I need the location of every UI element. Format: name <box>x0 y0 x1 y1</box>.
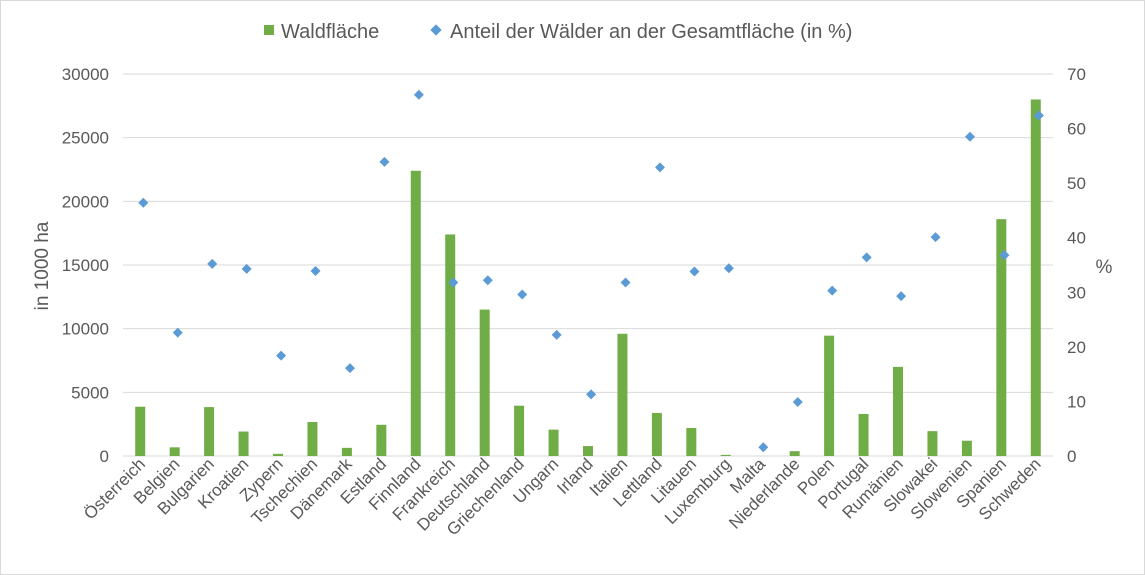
data-point <box>723 263 734 274</box>
y2-tick-label: 30 <box>1067 283 1086 302</box>
y2-tick-label: 0 <box>1067 447 1076 466</box>
legend-point-swatch <box>430 24 442 36</box>
data-point <box>827 285 838 296</box>
left-axis-ticks: 0 5000 10000 15000 20000 25000 30000 <box>62 65 109 466</box>
data-point <box>999 250 1010 261</box>
bar <box>617 333 628 456</box>
bar <box>789 451 800 456</box>
y2-tick-label: 70 <box>1067 65 1086 84</box>
bar <box>824 335 835 456</box>
y-tick-label: 30000 <box>62 65 109 84</box>
y2-tick-label: 50 <box>1067 174 1086 193</box>
data-point <box>551 329 562 340</box>
gridlines <box>123 73 1053 457</box>
data-point <box>276 350 287 361</box>
bar <box>479 309 490 456</box>
data-point <box>207 258 218 269</box>
data-point <box>620 277 631 288</box>
bar <box>204 407 215 456</box>
legend-point-label: Anteil der Wälder an der Gesamtfläche (i… <box>450 21 852 43</box>
bar <box>410 170 421 457</box>
category-labels: ÖsterreichBelgienBulgarienKroatienZypern… <box>80 454 1044 539</box>
data-point <box>517 289 528 300</box>
data-point <box>1033 110 1044 121</box>
bar <box>376 424 387 456</box>
point-series <box>138 89 1044 453</box>
bar <box>135 406 146 456</box>
legend-bar-swatch <box>264 25 274 35</box>
bar <box>169 447 180 456</box>
data-point <box>654 162 665 173</box>
bar <box>996 219 1007 456</box>
y-tick-label: 20000 <box>62 192 109 211</box>
y-tick-label: 15000 <box>62 256 109 275</box>
bar <box>273 453 283 456</box>
y-tick-label: 10000 <box>62 320 109 339</box>
bar <box>583 446 593 456</box>
data-point <box>138 197 149 208</box>
bar <box>720 454 731 456</box>
data-point <box>930 232 941 243</box>
data-point <box>344 363 355 374</box>
y2-tick-label: 10 <box>1067 392 1086 411</box>
data-point <box>964 131 975 142</box>
data-point <box>172 327 183 338</box>
data-point <box>861 252 872 263</box>
bar <box>238 431 249 456</box>
bar <box>307 422 318 456</box>
data-point <box>310 266 321 277</box>
bar-series <box>135 99 1041 457</box>
y2-tick-label: 20 <box>1067 338 1086 357</box>
bar <box>651 412 662 456</box>
data-point <box>482 275 493 286</box>
y2-tick-label: 40 <box>1067 229 1086 248</box>
data-point <box>758 442 769 453</box>
legend-bar-label: Waldfläche <box>281 21 379 43</box>
bar <box>961 440 972 456</box>
bar <box>341 447 352 456</box>
data-point <box>241 263 252 274</box>
y-tick-label: 5000 <box>71 383 109 402</box>
bar <box>927 431 938 456</box>
data-point <box>448 277 459 288</box>
right-axis-title: % <box>1096 257 1113 278</box>
bar <box>858 413 869 456</box>
bar <box>514 405 525 456</box>
y-tick-label: 0 <box>100 447 109 466</box>
y-tick-label: 25000 <box>62 129 109 148</box>
y2-tick-label: 60 <box>1067 120 1086 139</box>
data-point <box>896 291 907 302</box>
data-point <box>689 266 700 277</box>
bar <box>893 366 903 456</box>
bar <box>686 427 697 456</box>
legend: Waldfläche Anteil der Wälder an der Gesa… <box>264 21 852 43</box>
right-axis-ticks: 0 10 20 30 40 50 60 70 <box>1067 65 1086 466</box>
left-axis-title: in 1000 ha <box>32 221 53 310</box>
data-point <box>379 156 390 167</box>
bar <box>1030 99 1041 456</box>
data-point <box>586 389 597 400</box>
data-point <box>413 89 424 100</box>
bar <box>445 234 456 456</box>
bar <box>548 429 559 456</box>
data-point <box>792 396 803 407</box>
